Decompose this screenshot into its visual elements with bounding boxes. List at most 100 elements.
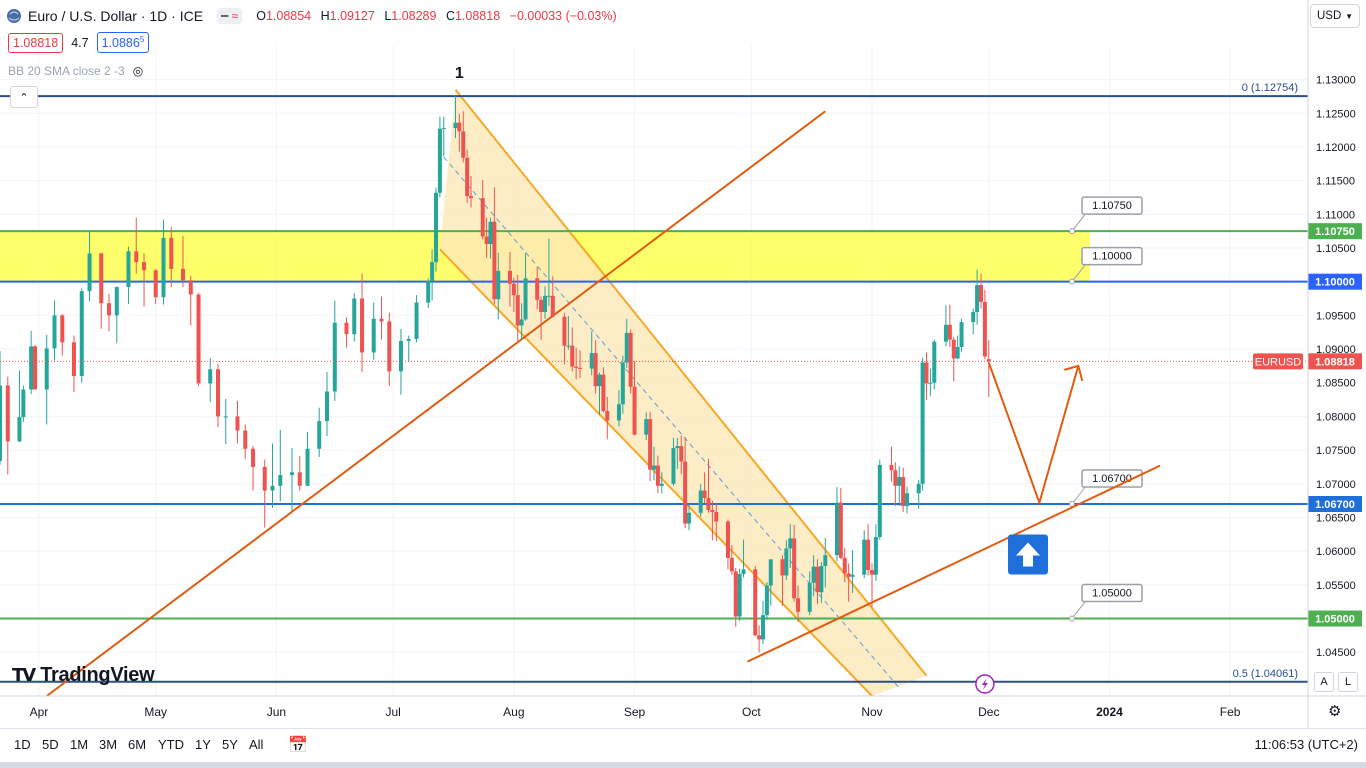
candle-body <box>593 353 598 387</box>
level-callout-text: 1.06700 <box>1092 473 1132 485</box>
timeframe-1y[interactable]: 1Y <box>195 737 211 752</box>
candle-body <box>644 419 649 435</box>
candle-body <box>414 302 419 339</box>
up-arrow-glyph <box>1016 542 1040 567</box>
level-price-label: 1.06700 <box>1315 499 1355 511</box>
candle-body <box>142 262 147 271</box>
collapse-legend-button[interactable]: ⌃ <box>10 86 38 108</box>
globe-icon <box>7 9 21 23</box>
candle-body <box>52 315 57 349</box>
bid-button[interactable]: 1.08818 <box>8 32 64 53</box>
y-tick-label: 1.05500 <box>1316 580 1356 592</box>
price-chart[interactable]: 1.10750 1.10750 1.10000 1.10000 1.06700 1.067… <box>0 0 1366 728</box>
candle-body <box>437 128 442 193</box>
candle-body <box>729 557 734 572</box>
last-price-tag <box>1308 353 1362 370</box>
symbol-tag <box>1253 353 1303 370</box>
candle-body <box>955 347 960 359</box>
gear-icon[interactable]: ⚙ <box>1328 703 1342 720</box>
timeframe-3m[interactable]: 3M <box>99 737 118 752</box>
chevron-up-icon: ⌃ <box>19 91 29 104</box>
candle-body <box>986 359 991 362</box>
candle-body <box>484 236 489 244</box>
footer-strip <box>0 762 1366 768</box>
candle-body <box>17 417 22 442</box>
candle-body <box>566 345 571 347</box>
candle-body <box>161 237 166 298</box>
eye-hidden-icon[interactable]: ◎ <box>132 64 144 78</box>
candle-body <box>371 318 376 353</box>
candle-body <box>169 237 174 269</box>
symbol-title[interactable]: Euro / U.S. Dollar · 1D · ICE <box>28 8 204 24</box>
timeframe-6m[interactable]: 6M <box>128 737 147 752</box>
candle-body <box>107 303 111 316</box>
y-tick-label: 1.09500 <box>1316 310 1356 322</box>
candle-body <box>87 253 92 292</box>
ohlc-values: O1.08854 H1.09127 L1.08289 C1.08818 −0.0… <box>256 9 616 23</box>
level-price-tag <box>1308 223 1362 240</box>
candle-body <box>659 483 664 486</box>
timeframe-ytd[interactable]: YTD <box>158 737 184 752</box>
candle-body <box>208 369 213 384</box>
logo-text: TradingView <box>40 664 155 686</box>
candle-body <box>710 510 715 513</box>
timeframe-all[interactable]: All <box>249 737 264 752</box>
level-price-tag <box>1308 610 1362 627</box>
timeframe-1d[interactable]: 1D <box>14 737 31 752</box>
candle-body <box>114 287 119 316</box>
high-value: 1.09127 <box>329 9 375 23</box>
x-tick-label: 2024 <box>1096 705 1123 719</box>
currency-select[interactable]: USD ▼ <box>1310 4 1360 28</box>
level-callout-text: 1.10750 <box>1092 200 1132 212</box>
timeframe-1m[interactable]: 1M <box>70 737 89 752</box>
y-tick-label: 1.06500 <box>1316 512 1356 524</box>
trend-layer <box>46 110 1161 697</box>
candle-body <box>807 582 812 612</box>
candle-body <box>5 385 10 442</box>
candle-body <box>539 299 544 312</box>
market-status-pill[interactable]: ━ ≈ <box>217 8 243 24</box>
y-tick-label: 1.12000 <box>1316 142 1356 154</box>
indicator-label: BB 20 SMA close 2 -3 <box>8 64 125 78</box>
ask-button[interactable]: 1.08865 <box>96 32 150 54</box>
candle-body <box>671 448 676 484</box>
candle-body <box>757 635 762 640</box>
l-label: L <box>384 9 392 23</box>
callout-pointer <box>1071 263 1087 282</box>
candle-body <box>959 322 964 348</box>
candle-body <box>71 342 76 376</box>
candle-body <box>196 294 201 384</box>
level-callout-box <box>1081 583 1143 603</box>
candle-body <box>289 472 294 476</box>
auto-scale-button[interactable]: A <box>1314 672 1334 692</box>
candle-body <box>632 386 637 435</box>
channel-upper-line <box>454 89 928 677</box>
tradingview-logo: 𝗧𝗩 TradingView <box>12 664 155 687</box>
y-tick-label: 1.06000 <box>1316 546 1356 558</box>
timeframe-5y[interactable]: 5Y <box>222 737 238 752</box>
candle-body <box>889 464 894 471</box>
candle-body <box>223 416 228 418</box>
candle-body <box>488 221 493 244</box>
candle-body <box>461 131 466 158</box>
candle-body <box>761 615 765 640</box>
calendar-icon[interactable]: 📅 <box>288 737 308 754</box>
currency-label: USD <box>1317 10 1342 22</box>
indicator-legend[interactable]: BB 20 SMA close 2 -3 ◎ <box>8 64 143 78</box>
last-price-label: 1.08818 <box>1315 356 1355 368</box>
candle-body <box>550 295 555 317</box>
y-tick-label: 1.07500 <box>1316 445 1356 457</box>
candle-body <box>188 280 193 295</box>
trendline <box>46 110 826 697</box>
axis-layer: 1.13000 1.12500 1.12000 1.11500 1.11000 1.105… <box>0 0 1366 728</box>
candle-body <box>270 485 275 491</box>
projection-path <box>987 362 1080 506</box>
candle-body <box>687 512 692 524</box>
candle-body <box>741 569 746 575</box>
level-price-label: 1.05000 <box>1315 614 1355 626</box>
x-tick-label: Jun <box>267 705 286 719</box>
log-scale-button[interactable]: L <box>1338 672 1358 692</box>
candle-body <box>535 278 540 300</box>
x-tick-label: Jul <box>386 705 401 719</box>
timeframe-5d[interactable]: 5D <box>42 737 59 752</box>
